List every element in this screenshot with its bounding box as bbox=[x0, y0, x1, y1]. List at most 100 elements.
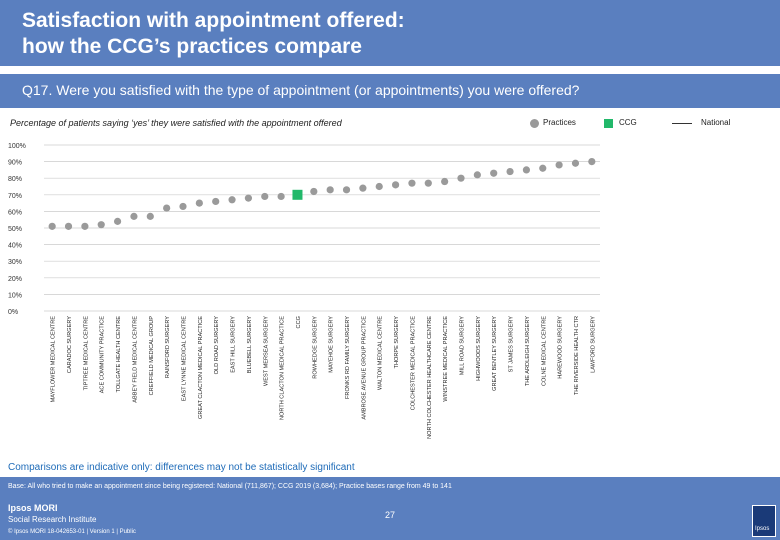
practice-marker bbox=[539, 164, 547, 172]
x-tick-label: WEST MERSEA SURGERY bbox=[263, 316, 269, 386]
practice-marker bbox=[588, 158, 596, 166]
x-tick-label: FRONKS RD FAMILY SURGERY bbox=[345, 316, 351, 399]
practice-marker bbox=[244, 194, 253, 202]
x-tick-label: NORTH COLCHESTER HEALTHCARE CENTRE bbox=[427, 316, 433, 439]
x-tick-label: EAST LYNNE MEDICAL CENTRE bbox=[182, 316, 188, 401]
x-tick-label: HAREWOOD SURGERY bbox=[558, 316, 564, 379]
ipsos-mori-logo-text: Ipsos MORI bbox=[8, 503, 58, 513]
x-tick-label: ST JAMES SURGERY bbox=[509, 316, 515, 373]
practice-marker bbox=[130, 212, 138, 220]
practice-marker bbox=[359, 184, 367, 192]
y-tick-label: 0% bbox=[8, 309, 18, 316]
x-tick-label: BLUEBELL SURGERY bbox=[247, 316, 253, 373]
x-tick-label: EAST HILL SURGERY bbox=[231, 316, 237, 373]
ccg-marker bbox=[292, 189, 303, 200]
question-band: Q17. Were you satisfied with the type of… bbox=[0, 74, 780, 108]
practice-marker bbox=[81, 222, 89, 230]
y-tick-label: 50% bbox=[8, 226, 22, 233]
x-tick-label: LAWFORD SURGERY bbox=[590, 316, 596, 373]
x-tick-label: WINSTREE MEDICAL PRACTICE bbox=[443, 316, 449, 402]
slide-title-line-2: how the CCG’s practices compare bbox=[22, 35, 362, 58]
y-tick-label: 100% bbox=[8, 143, 26, 150]
practice-marker bbox=[522, 166, 531, 174]
x-tick-label: ACE COMMUNITY PRACTICE bbox=[100, 316, 106, 394]
practice-marker bbox=[179, 202, 187, 211]
x-tick-label: GREAT CLACTON MEDICAL PRACTICE bbox=[198, 316, 204, 419]
x-tick-label: CARADOC SURGERY bbox=[67, 316, 73, 373]
legend-national-label: National bbox=[701, 118, 731, 127]
y-tick-label: 10% bbox=[8, 292, 22, 299]
question-text: Q17. Were you satisfied with the type of… bbox=[22, 82, 580, 98]
practice-marker bbox=[490, 169, 498, 177]
practice-marker bbox=[64, 222, 73, 230]
y-tick-label: 30% bbox=[8, 259, 22, 266]
x-tick-label: CREFFIELD MEDICAL GROUP bbox=[149, 316, 155, 396]
slide-title-line-1: Satisfaction with appointment offered: bbox=[22, 9, 405, 32]
practice-marker bbox=[441, 177, 449, 186]
title-band: Satisfaction with appointment offered: h… bbox=[0, 0, 780, 66]
practice-marker bbox=[48, 222, 56, 230]
social-research-institute-text: Social Research Institute bbox=[8, 515, 97, 524]
practice-marker bbox=[571, 159, 580, 167]
x-tick-label: OLD ROAD SURGERY bbox=[214, 316, 220, 375]
y-tick-label: 40% bbox=[8, 243, 22, 250]
practice-marker bbox=[146, 212, 154, 220]
satisfaction-chart: 0% 10% 20% 30% 40% 50% 60% 70% 80% 90% 100% MAYFLOW… bbox=[8, 143, 600, 439]
x-tick-label: GREAT BENTLEY SURGERY bbox=[492, 316, 498, 391]
base-text: Base: All who tried to make an appointme… bbox=[8, 483, 452, 490]
x-tick-label: AMBROSE AVENUE GROUP PRACTICE bbox=[361, 316, 367, 420]
chart-subtitle: Percentage of patients saying ‘yes’ they… bbox=[10, 118, 342, 128]
x-tick-label: MILL ROAD SURGERY bbox=[460, 316, 466, 375]
practice-marker bbox=[473, 171, 481, 179]
page-number: 27 bbox=[384, 510, 395, 520]
y-tick-label: 60% bbox=[8, 209, 22, 216]
x-tick-label: TOLLGATE HEALTH CENTRE bbox=[116, 316, 122, 393]
comparison-note: Comparisons are indicative only: differe… bbox=[8, 462, 355, 473]
practice-marker bbox=[342, 186, 351, 194]
ipsos-logo-text: Ipsos bbox=[755, 526, 770, 532]
practice-marker bbox=[326, 186, 334, 194]
practice-marker bbox=[506, 167, 514, 176]
practice-marker bbox=[228, 196, 236, 204]
x-tick-label: MAYFLOWER MEDICAL CENTRE bbox=[51, 316, 57, 403]
legend-ccg-marker bbox=[604, 119, 613, 128]
x-tick-label: COLNE MEDICAL CENTRE bbox=[541, 316, 547, 386]
x-tick-label: ABBEY FIELD MEDICAL CENTRE bbox=[132, 316, 138, 403]
practice-marker bbox=[163, 204, 171, 212]
x-tick-label: MAYEHOE SURGERY bbox=[329, 316, 335, 373]
footer-band bbox=[0, 477, 780, 540]
y-tick-label: 20% bbox=[8, 276, 22, 283]
x-tick-label: THE RIVERSIDE HEALTH CTR bbox=[574, 316, 580, 395]
x-tick-label: RAINSFORD SURGERY bbox=[165, 316, 171, 378]
y-tick-label: 80% bbox=[8, 176, 22, 183]
x-tick-label: TIPTREE MEDICAL CENTRE bbox=[83, 316, 89, 391]
legend-ccg-label: CCG bbox=[619, 118, 637, 127]
x-tick-label: NORTH CLACTON MEDICAL PRACTICE bbox=[280, 316, 286, 420]
x-tick-label: THE ARDLEIGH SURGERY bbox=[525, 316, 531, 386]
x-tick-label: ROWHEDGE SURGERY bbox=[312, 316, 318, 379]
practice-marker bbox=[97, 221, 105, 229]
practice-marker bbox=[212, 197, 220, 206]
y-tick-label: 90% bbox=[8, 160, 22, 167]
x-tick-label: WALTON MEDICAL CENTRE bbox=[378, 316, 384, 390]
practice-marker bbox=[375, 182, 383, 191]
x-tick-label: THORPE SURGERY bbox=[394, 316, 400, 369]
practice-marker bbox=[391, 181, 400, 189]
practice-marker bbox=[113, 217, 122, 225]
practice-marker bbox=[408, 179, 416, 187]
practice-marker bbox=[277, 192, 285, 201]
practice-marker bbox=[310, 187, 318, 196]
x-tick-label: COLCHESTER MEDICAL PRACTICE bbox=[410, 316, 416, 411]
legend-practices-label: Practices bbox=[543, 118, 576, 127]
y-tick-label: 70% bbox=[8, 193, 22, 200]
ipsos-logo: Ipsos bbox=[752, 505, 776, 537]
practice-marker bbox=[424, 179, 432, 187]
practice-marker bbox=[457, 174, 465, 182]
x-tick-label: HIGHWOODS SURGERY bbox=[476, 316, 482, 381]
copyright-text: © Ipsos MORI 18-042653-01 | Version 1 | … bbox=[8, 529, 136, 535]
legend-practices-marker bbox=[530, 119, 539, 128]
practice-marker bbox=[261, 192, 269, 201]
practice-marker bbox=[195, 199, 203, 207]
legend-national-line bbox=[672, 123, 692, 124]
practice-marker bbox=[555, 161, 563, 169]
